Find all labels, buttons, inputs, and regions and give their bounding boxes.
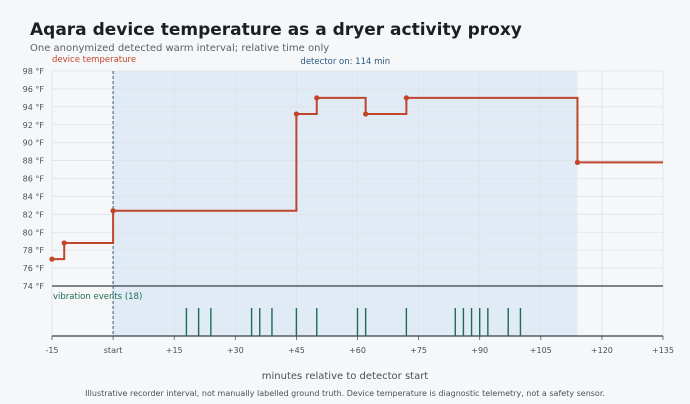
x-tick-label: +30 [227,346,244,355]
y-tick-label: 88 °F [23,157,45,166]
x-tick-label: +60 [349,346,366,355]
chart-subtitle: One anonymized detected warm interval; r… [30,43,330,54]
vibration-event-ticks [185,308,522,336]
y-tick-label: 78 °F [23,246,45,255]
chart-title: Aqara device temperature as a dryer acti… [30,20,522,40]
y-tick-label: 80 °F [23,228,45,237]
x-tick-label: start [104,346,123,355]
temperature-point [49,256,55,262]
y-tick-label: 92 °F [23,121,45,130]
temperature-point [363,111,369,117]
x-tick-label: +75 [410,346,427,355]
temperature-point [293,111,299,117]
temperature-point [574,159,581,165]
y-tick-label: 86 °F [23,175,45,184]
y-tick-label: 90 °F [23,139,45,148]
temperature-point [403,95,409,101]
y-tick-label: 84 °F [23,192,45,201]
x-tick-label: +90 [471,346,488,355]
temperature-point [314,95,320,101]
y-tick-label: 94 °F [23,103,45,112]
temperature-point [61,240,67,246]
footnote: Illustrative recorder interval, not manu… [85,389,605,398]
detector-label: detector on: 114 min [300,57,390,67]
temperature-series-line [52,96,663,261]
y-tick-label: 98 °F [23,67,45,76]
x-axis-ticks: -15 start +15 +30 +45 +60 +75 +90 +105 +120 +135 [45,336,674,355]
y-tick-label: 96 °F [23,85,45,94]
temperature-points [49,95,581,262]
series-label: device temperature [52,55,136,65]
x-tick-label: +105 [530,346,552,355]
x-tick-label: +135 [652,346,674,355]
y-tick-label: 76 °F [23,264,45,273]
x-tick-label: +45 [288,346,305,355]
x-tick-label: +120 [591,346,613,355]
detector-band [113,71,578,336]
y-tick-label: 74 °F [23,282,45,291]
x-tick-label: -15 [45,346,58,355]
x-axis-label: minutes relative to detector start [261,371,429,382]
temperature-point [110,208,116,214]
x-tick-label: +15 [166,346,183,355]
y-axis-ticks: 74 °F 76 °F 78 °F 80 °F 82 °F 84 °F 86 °F 88 °F… [23,67,45,291]
y-tick-label: 82 °F [23,210,45,219]
vibration-label: vibration events (18) [53,292,142,302]
